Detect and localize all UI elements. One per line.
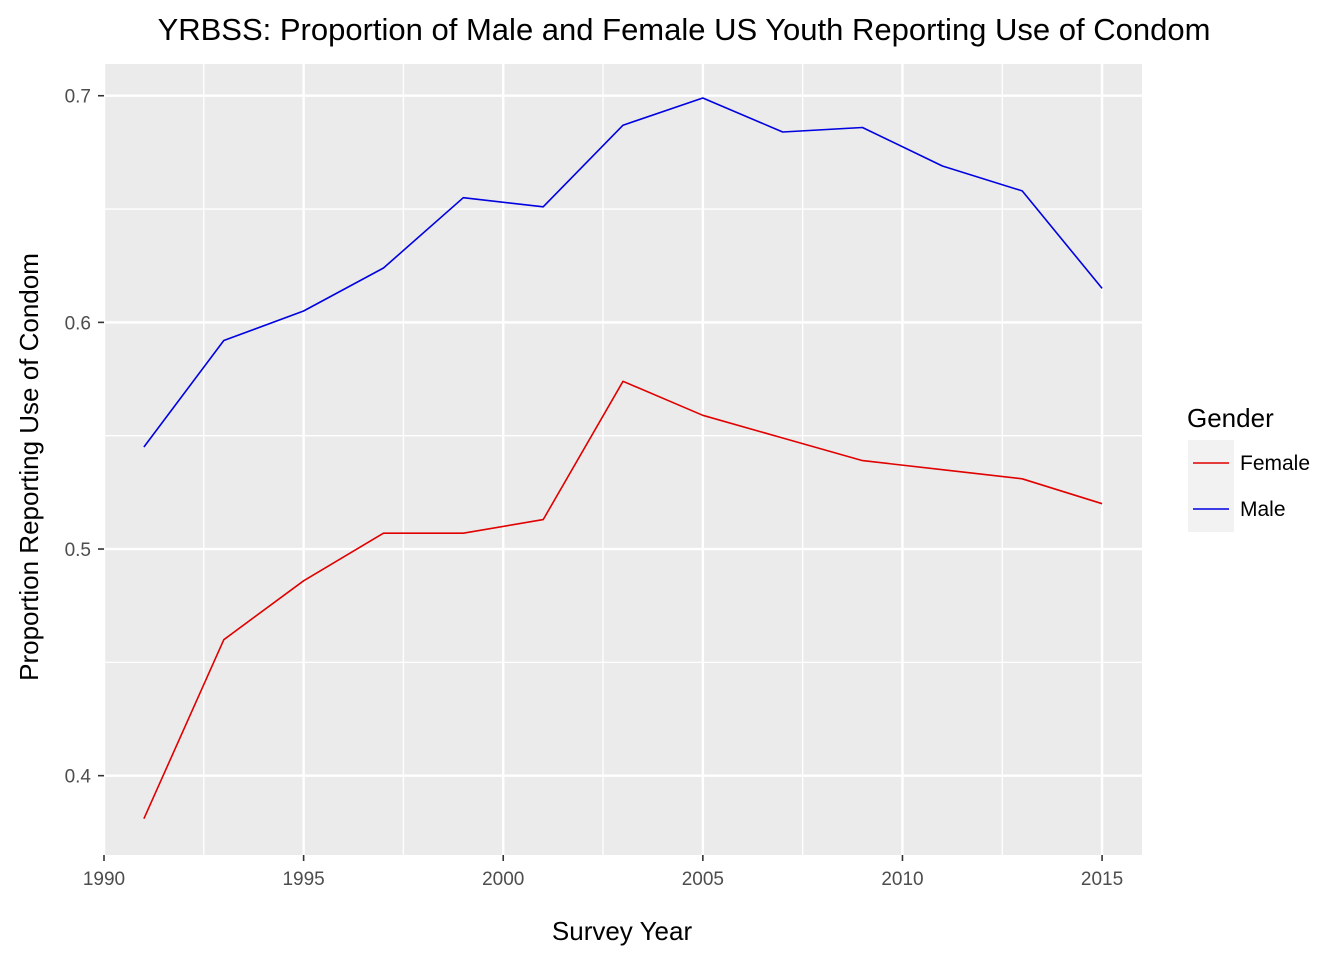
legend-items: Female Male (1188, 440, 1310, 532)
plot-background (104, 64, 1142, 855)
major-gridlines (102, 64, 1142, 855)
y-axis-ticks: 0.4 0.5 0.6 0.7 (65, 87, 104, 788)
legend-title: Gender (1187, 403, 1274, 433)
y-tick-label: 0.6 (65, 313, 91, 334)
x-tick-label: 2005 (682, 869, 724, 890)
x-tick-label: 2015 (1081, 869, 1123, 890)
legend: Gender Female Male (1187, 403, 1310, 532)
legend-label-male: Male (1240, 498, 1286, 521)
y-tick-label: 0.4 (65, 767, 92, 788)
x-tick-label: 1995 (282, 869, 324, 890)
x-tick-label: 1990 (83, 869, 125, 890)
minor-gridlines (104, 64, 1142, 855)
series-line-male (143, 97, 1103, 448)
x-tick-label: 2010 (881, 869, 923, 890)
y-tick-label: 0.7 (65, 87, 91, 108)
x-tick-label: 2000 (482, 869, 524, 890)
x-axis-ticks: 1990 1995 2000 2005 2010 2015 (83, 855, 1123, 890)
series-lines (143, 97, 1103, 820)
y-axis-title: Proportion Reporting Use of Condom (14, 253, 44, 681)
chart-title: YRBSS: Proportion of Male and Female US … (158, 12, 1211, 47)
y-tick-label: 0.5 (65, 540, 91, 561)
legend-label-female: Female (1240, 452, 1310, 475)
series-line-female (143, 380, 1103, 820)
x-axis-title: Survey Year (552, 916, 693, 946)
